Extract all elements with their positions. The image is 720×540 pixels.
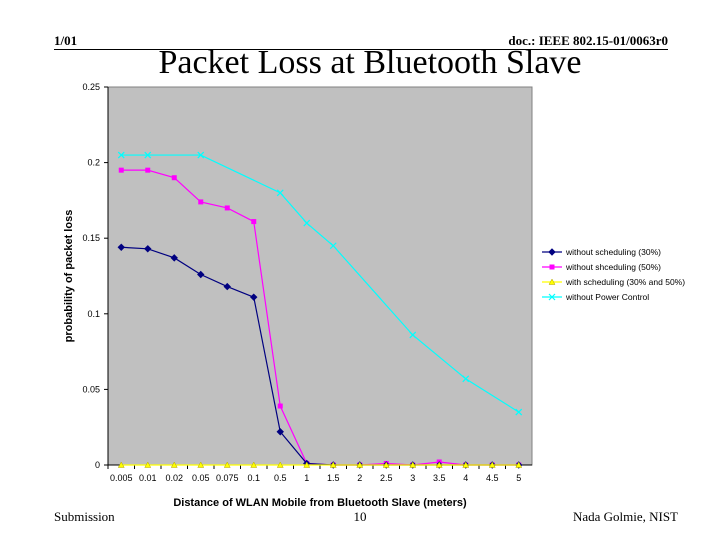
footer-author: Nada Golmie, NIST [572,509,678,524]
footer-page-number: 10 [353,509,367,524]
x-tick-label: 0.5 [274,473,287,483]
data-point [515,408,523,416]
data-point [251,219,257,225]
x-tick-label: 0.005 [110,473,133,483]
data-point [171,175,177,181]
data-point [250,461,258,468]
x-tick-label: 4 [463,473,468,483]
data-point [277,403,283,409]
data-point [170,461,178,468]
data-point [435,461,443,468]
data-point [170,254,178,262]
data-point [224,205,230,211]
x-tick-label: 0.02 [165,473,183,483]
data-point [117,243,125,251]
legend-item: without shceduling (50%) [542,262,661,272]
x-tick-label: 3.5 [433,473,446,483]
x-tick-label: 4.5 [486,473,499,483]
legend: without scheduling (30%) without shceduli… [542,247,685,302]
data-point [409,461,417,468]
x-tick-label: 0.01 [139,473,157,483]
header-doc-id: doc.: IEEE 802.15-01/0063r0 [508,33,668,48]
data-point [276,428,284,436]
x-tick-label: 0.1 [247,473,260,483]
slide-title: Packet Loss at Bluetooth Slave [158,44,582,81]
plot-area [107,86,533,466]
y-tick-label: 0.1 [87,309,100,319]
x-tick-label: 5 [516,473,521,483]
y-tick-label: 0.15 [82,233,100,243]
data-point [197,151,205,159]
data-point [382,461,390,468]
data-point [117,461,125,468]
data-point [462,375,470,383]
footer-submission: Submission [54,509,115,524]
y-axis-ticks: 0 0.05 0.1 0.15 0.2 0.25 [82,82,109,470]
data-point [117,151,125,159]
x-axis-label: Distance of WLAN Mobile from Bluetooth S… [173,497,467,509]
data-point [356,461,364,468]
data-point [145,167,151,173]
x-tick-label: 2 [357,473,362,483]
y-axis-label: probability of packet loss [63,210,75,343]
x-tick-label: 0.075 [216,473,239,483]
data-point [548,278,556,285]
header-rule [54,49,668,50]
y-tick-label: 0.05 [82,384,100,394]
series-4 [117,151,523,416]
x-tick-label: 1.5 [327,473,340,483]
data-point [198,199,204,205]
data-point [409,331,417,339]
legend-label: without Power Control [565,292,649,302]
header-date: 1/01 [54,33,78,48]
data-point [549,264,555,270]
data-point [197,461,205,468]
data-point [118,167,124,173]
data-point [144,245,152,253]
x-tick-label: 0.05 [192,473,210,483]
legend-label: without scheduling (30%) [565,247,661,257]
data-point [276,461,284,468]
data-point [197,270,205,279]
data-point [488,461,496,468]
data-point [548,293,556,301]
y-tick-label: 0 [95,460,100,470]
data-point [144,151,152,159]
legend-item: without scheduling (30%) [542,247,661,257]
y-tick-label: 0.25 [82,82,100,92]
data-point [515,461,523,468]
x-tick-label: 2.5 [380,473,393,483]
data-point [276,189,284,197]
data-point [329,461,337,468]
x-tick-label: 1 [304,473,309,483]
legend-label: without shceduling (50%) [565,262,661,272]
legend-label: with scheduling (30% and 50%) [565,277,685,287]
legend-item: without Power Control [542,292,649,302]
data-point [462,461,470,468]
data-point [303,219,311,227]
x-tick-label: 3 [410,473,415,483]
y-tick-label: 0.2 [87,158,100,168]
data-point [329,242,337,250]
data-point [250,293,258,301]
legend-item: with scheduling (30% and 50%) [542,277,685,287]
data-point [223,282,231,291]
series-group [117,151,523,469]
series-3 [117,461,523,468]
data-point [548,248,556,256]
data-point [303,461,311,468]
data-point [223,461,231,468]
data-point [144,461,152,468]
